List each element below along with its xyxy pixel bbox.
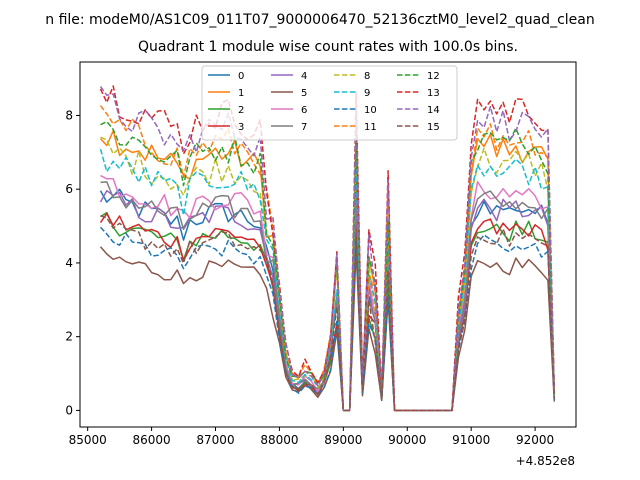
x-tick-label: 90000 [388,433,426,447]
figure-suptitle: n file: modeM0/AS1C09_011T07_9000006470_… [45,12,594,28]
x-tick-label: 88000 [260,433,298,447]
y-tick-label: 6 [65,182,73,196]
x-tick-label: 91000 [452,433,490,447]
series-line-8 [100,136,556,412]
legend-label-13: 13 [427,88,440,99]
x-axis: 85000 86000 87000 88000 89000 90000 91000 92000 [69,427,554,447]
x-tick-label: 92000 [516,433,554,447]
legend-label-7: 7 [301,122,307,133]
legend-label-12: 12 [427,71,440,82]
series-line-9 [99,148,556,412]
y-axis: 0 2 4 6 8 [65,108,80,417]
chart-title: Quadrant 1 module wise count rates with … [138,39,518,55]
legend-label-8: 8 [364,71,370,82]
legend-label-1: 1 [238,88,244,99]
x-tick-label: 89000 [324,433,362,447]
legend-label-9: 9 [364,88,370,99]
series-line-15 [100,214,556,412]
y-tick-label: 0 [65,403,73,417]
series-line-10 [99,226,556,412]
legend-box [201,65,458,141]
series-line-3 [99,212,556,412]
legend-label-14: 14 [427,105,440,116]
series-line-14 [99,86,556,412]
x-tick-label: 86000 [132,433,170,447]
series-layer [99,85,556,412]
y-tick-label: 4 [65,256,73,270]
axes-frame [79,61,577,428]
legend-label-4: 4 [301,71,307,82]
legend-label-15: 15 [427,122,440,133]
legend-label-5: 5 [301,88,307,99]
legend-label-0: 0 [238,71,244,82]
legend-label-10: 10 [364,105,377,116]
legend-label-6: 6 [301,105,307,116]
y-tick-label: 8 [65,108,73,122]
series-line-12 [100,120,556,412]
y-tick-label: 2 [65,330,73,344]
legend-label-2: 2 [238,105,244,116]
legend-label-3: 3 [238,122,244,133]
x-tick-label: 87000 [196,433,234,447]
series-line-13 [99,85,556,412]
x-axis-offset-label: +4.852e8 [516,454,575,468]
plot-area: 85000 86000 87000 88000 89000 90000 91000 92000… [65,61,577,468]
x-tick-label: 85000 [69,433,107,447]
legend-label-11: 11 [364,122,377,133]
